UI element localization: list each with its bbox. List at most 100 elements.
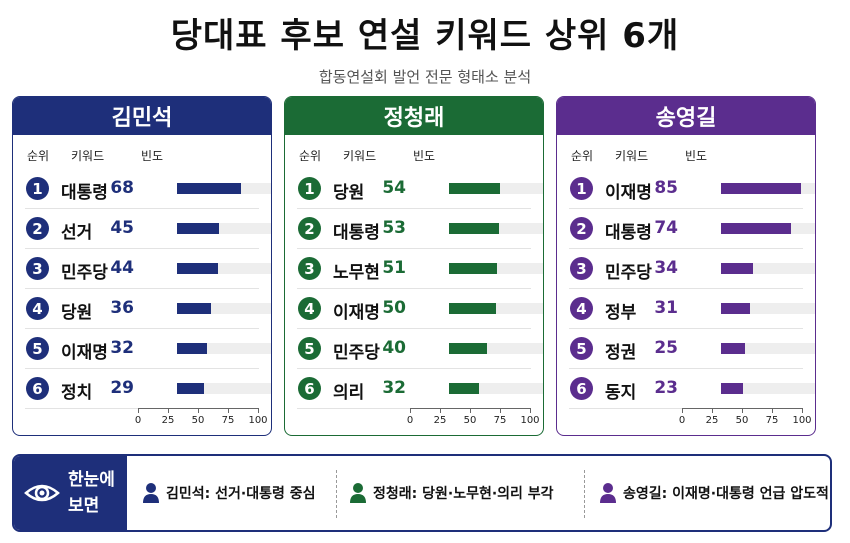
frequency-label: 25	[654, 338, 678, 358]
frequency-label: 85	[654, 178, 678, 198]
x-tick	[410, 408, 411, 413]
bar-track	[177, 303, 271, 314]
chart-row: 3 민주당 34	[557, 249, 815, 289]
bar	[449, 383, 480, 394]
x-tick	[742, 408, 743, 413]
rank-badge: 5	[570, 337, 593, 360]
keyword-label: 대통령	[333, 223, 380, 243]
keyword-label: 이재명	[605, 183, 652, 203]
bar-track	[721, 383, 815, 394]
rank-badge: 1	[570, 177, 593, 200]
rank-badge: 2	[570, 217, 593, 240]
bar-track	[449, 303, 543, 314]
summary-label-line2: 보면	[68, 496, 100, 516]
rank-badge: 6	[298, 377, 321, 400]
person-icon	[143, 483, 159, 503]
chart-row: 5 민주당 40	[285, 329, 543, 369]
column-header-frequency: 빈도	[141, 149, 164, 163]
bar-track	[449, 183, 543, 194]
chart-row: 3 노무현 51	[285, 249, 543, 289]
frequency-label: 40	[382, 338, 406, 358]
x-tick-label: 25	[161, 415, 175, 426]
person-icon	[350, 483, 366, 503]
x-tick-label: 25	[705, 415, 719, 426]
frequency-label: 53	[382, 218, 406, 238]
chart-row: 1 이재명 85	[557, 169, 815, 209]
row-divider	[297, 208, 531, 209]
keyword-label: 당원	[61, 303, 93, 323]
x-tick-label: 75	[765, 415, 779, 426]
row-divider	[297, 248, 531, 249]
x-tick-label: 75	[493, 415, 507, 426]
row-divider	[25, 288, 259, 289]
keyword-label: 정치	[61, 383, 93, 403]
rank-badge: 1	[26, 177, 49, 200]
summary-label-box: 한눈에 보면	[14, 456, 127, 530]
bar-track	[449, 383, 543, 394]
keyword-label: 대통령	[61, 183, 108, 203]
x-tick	[470, 408, 471, 413]
chart-row: 2 대통령 53	[285, 209, 543, 249]
bar	[177, 263, 219, 274]
x-tick	[440, 408, 441, 413]
rank-badge: 6	[26, 377, 49, 400]
bar	[721, 343, 745, 354]
x-tick	[772, 408, 773, 413]
frequency-label: 68	[110, 178, 134, 198]
row-divider	[569, 368, 803, 369]
row-divider	[25, 328, 259, 329]
bar-track	[721, 223, 815, 234]
keyword-label: 정권	[605, 343, 637, 363]
summary-box: 한눈에 보면 김민석: 선거·대통령 중심 정청래: 당원·노무현·의리 부각 송영…	[12, 454, 832, 532]
frequency-label: 74	[654, 218, 678, 238]
chart-row: 1 대통령 68	[13, 169, 271, 209]
x-tick	[258, 408, 259, 413]
keyword-label: 민주당	[605, 263, 652, 283]
rank-badge: 4	[298, 297, 321, 320]
column-header-rank: 순위	[571, 149, 594, 163]
chart-row: 4 당원 36	[13, 289, 271, 329]
summary-divider	[336, 470, 337, 518]
keyword-label: 대통령	[605, 223, 652, 243]
x-tick-label: 50	[463, 415, 477, 426]
frequency-label: 32	[382, 378, 406, 398]
panel-title: 송영길	[557, 97, 815, 135]
row-divider	[569, 328, 803, 329]
chart-row: 4 이재명 50	[285, 289, 543, 329]
chart-row: 4 정부 31	[557, 289, 815, 329]
keyword-label: 이재명	[333, 303, 380, 323]
x-tick	[712, 408, 713, 413]
panel-title: 정청래	[285, 97, 543, 135]
chart-row: 5 이재명 32	[13, 329, 271, 369]
frequency-label: 34	[654, 258, 678, 278]
bar-track	[177, 343, 271, 354]
bar-track	[177, 383, 271, 394]
bar-track	[177, 263, 271, 274]
column-header-rank: 순위	[27, 149, 50, 163]
bar-track	[449, 263, 543, 274]
keyword-label: 당원	[333, 183, 365, 203]
rank-badge: 3	[26, 257, 49, 280]
summary-divider	[584, 470, 585, 518]
keyword-label: 민주당	[333, 343, 380, 363]
x-tick-label: 100	[792, 415, 812, 426]
row-divider	[25, 248, 259, 249]
chart-row: 2 선거 45	[13, 209, 271, 249]
frequency-label: 45	[110, 218, 134, 238]
frequency-label: 54	[382, 178, 406, 198]
x-axis: 0 25 50 75 100	[679, 408, 812, 428]
bar	[721, 223, 791, 234]
chart-row: 6 동지 23	[557, 369, 815, 409]
x-tick-label: 75	[221, 415, 235, 426]
bar	[177, 183, 241, 194]
keyword-label: 민주당	[61, 263, 108, 283]
keyword-label: 선거	[61, 223, 93, 243]
summary-text: 송영길: 이재명·대통령 언급 압도적	[623, 486, 829, 502]
rank-badge: 2	[298, 217, 321, 240]
x-tick-label: 25	[433, 415, 447, 426]
person-icon	[600, 483, 616, 503]
bar-track	[721, 263, 815, 274]
row-divider	[569, 288, 803, 289]
rank-badge: 5	[26, 337, 49, 360]
chart-row: 6 정치 29	[13, 369, 271, 409]
